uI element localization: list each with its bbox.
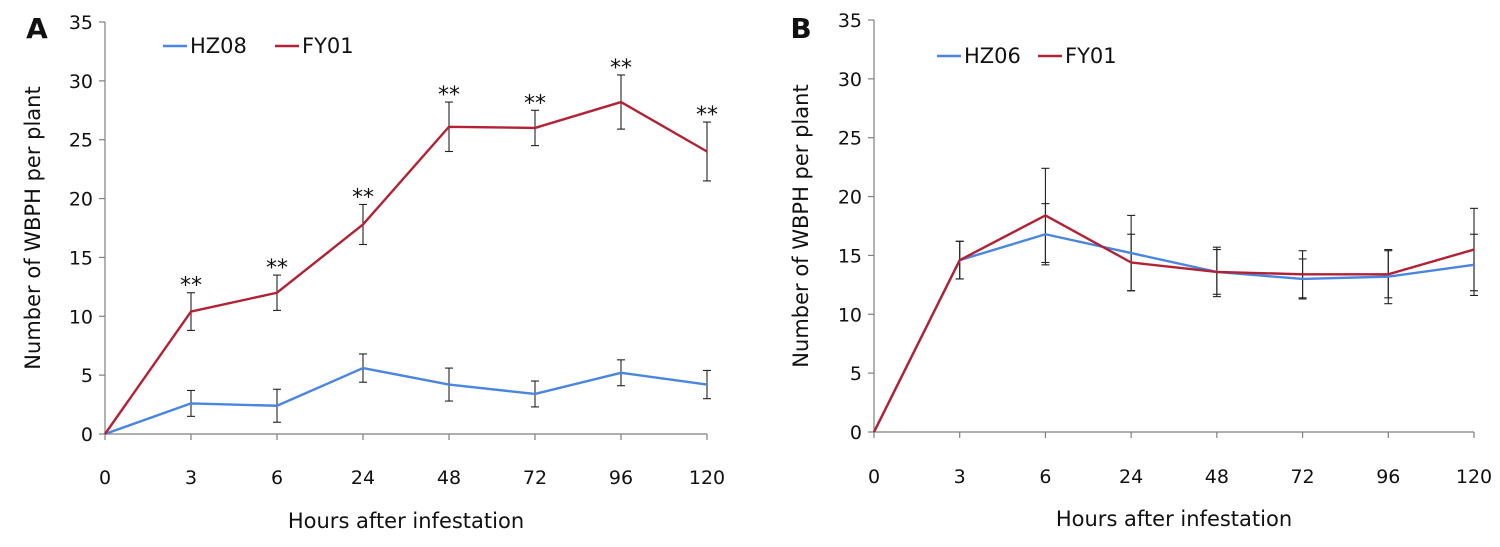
series-fy01-line xyxy=(104,100,708,435)
y-tick-label: 35 xyxy=(838,10,862,32)
y-tick-label: 15 xyxy=(838,245,862,267)
x-axis-title: Hours after infestation xyxy=(1056,507,1292,531)
significance-marker: ** xyxy=(610,56,632,81)
y-tick-label: 25 xyxy=(69,130,93,152)
x-tick-label: 96 xyxy=(609,467,633,489)
significance-marker: ** xyxy=(696,103,718,128)
x-tick-label: 0 xyxy=(99,467,111,489)
x-tick-label: 48 xyxy=(437,467,461,489)
y-tick-label: 10 xyxy=(838,304,862,326)
y-tick-label: 35 xyxy=(69,12,93,34)
panel-a: A 0 5 10 15 20 25 30 35 0 3 6 24 48 72 96 120 Hours after… xyxy=(21,12,725,533)
y-tick-label: 15 xyxy=(69,247,93,269)
legend: HZ06 FY01 xyxy=(937,44,1117,68)
y-axis-title: Number of WBPH per plant xyxy=(789,84,813,367)
x-tick-label: 24 xyxy=(1119,466,1143,488)
x-tick-label: 24 xyxy=(351,467,375,489)
x-tick-label: 6 xyxy=(271,467,283,489)
series-hz08-line xyxy=(104,366,708,436)
y-tick-label: 5 xyxy=(850,363,862,385)
significance-marker: ** xyxy=(352,185,374,210)
x-tick-label: 96 xyxy=(1376,466,1400,488)
panel-b: B 0 5 10 15 20 25 30 35 0 3 6 24 48 72 96 120 Hours after… xyxy=(789,10,1492,531)
legend: HZ08 FY01 xyxy=(163,34,354,58)
y-tick-label: 20 xyxy=(69,189,93,211)
legend-label-fy01: FY01 xyxy=(1065,44,1117,68)
x-tick-label: 120 xyxy=(689,467,725,489)
x-tick-label: 48 xyxy=(1205,466,1229,488)
y-tick-label: 25 xyxy=(838,128,862,150)
significance-marker: ** xyxy=(438,83,460,108)
y-tick-label: 0 xyxy=(850,422,862,444)
series-fy01-line xyxy=(872,214,1475,433)
legend-label-fy01: FY01 xyxy=(302,34,354,58)
x-tick-label: 0 xyxy=(868,466,880,488)
y-axis-title: Number of WBPH per plant xyxy=(21,86,45,369)
legend-label-hz08: HZ08 xyxy=(190,34,247,58)
legend-label-hz06: HZ06 xyxy=(964,44,1021,68)
y-tick-label: 0 xyxy=(81,424,93,446)
significance-marker: ** xyxy=(180,274,202,299)
x-tick-label: 3 xyxy=(185,467,197,489)
x-axis-title: Hours after infestation xyxy=(288,509,524,533)
significance-marker: ** xyxy=(524,91,546,116)
significance-marker: ** xyxy=(266,256,288,281)
y-tick-label: 30 xyxy=(838,69,862,91)
y-tick-label: 20 xyxy=(838,187,862,209)
series-hz06-line xyxy=(872,233,1475,433)
panel-label: A xyxy=(26,12,48,45)
x-tick-label: 3 xyxy=(954,466,966,488)
x-tick-label: 120 xyxy=(1456,466,1492,488)
panel-label: B xyxy=(790,12,811,45)
x-tick-label: 72 xyxy=(1290,466,1314,488)
x-tick-label: 72 xyxy=(523,467,547,489)
y-tick-label: 10 xyxy=(69,306,93,328)
x-tick-label: 6 xyxy=(1039,466,1051,488)
y-tick-label: 5 xyxy=(81,365,93,387)
y-tick-label: 30 xyxy=(69,71,93,93)
